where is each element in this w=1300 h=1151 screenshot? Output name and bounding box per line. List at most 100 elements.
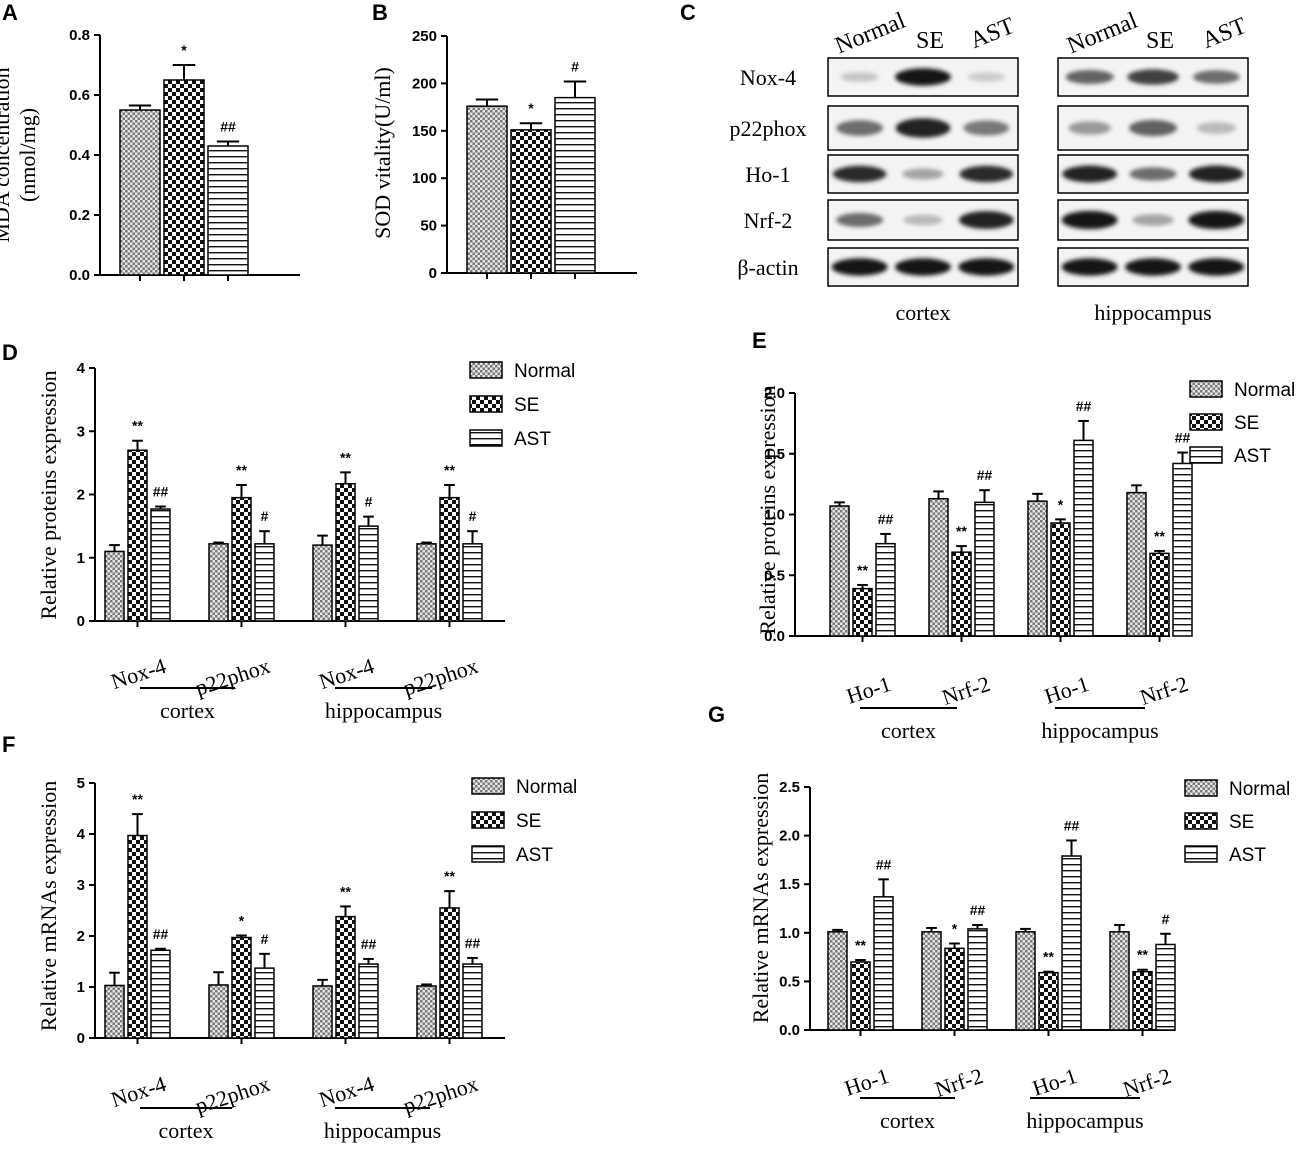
bar-ast (254, 967, 275, 1039)
bar-normal (928, 497, 949, 637)
legend-label: AST (516, 845, 553, 866)
bar-ast (207, 145, 249, 276)
bar-ast (462, 543, 483, 622)
legend-swatch-normal (469, 361, 503, 379)
legend-swatch-normal (471, 777, 505, 795)
blot-column-header: SE (916, 28, 944, 54)
significance-label: * (952, 920, 958, 936)
y-axis-label: Relative mRNAs expression (748, 773, 773, 1024)
bar-normal (829, 505, 850, 637)
y-tick-label: 0 (429, 265, 437, 282)
bar-ast (150, 508, 171, 622)
significance-label: ## (970, 902, 986, 918)
bar-normal (119, 109, 161, 276)
blot-band (1129, 167, 1177, 181)
significance-label: * (239, 912, 245, 928)
bar-ast (974, 501, 995, 637)
bar-ast (1172, 462, 1193, 637)
significance-label: ## (876, 856, 892, 872)
region-label: cortex (881, 718, 936, 743)
blot-band (1128, 119, 1178, 137)
y-tick-label: 1.5 (764, 446, 785, 463)
significance-label: ** (236, 462, 247, 478)
y-tick-label: 100 (412, 170, 437, 187)
significance-label: ** (1137, 947, 1148, 963)
y-tick-label: 150 (412, 123, 437, 140)
y-tick-label: 0.8 (69, 27, 90, 44)
y-tick-label: 2 (77, 928, 85, 945)
legend-swatch-se (469, 395, 503, 413)
bar-se (127, 834, 148, 1039)
blot-band (967, 72, 1006, 82)
y-tick-label: 3 (77, 423, 85, 440)
legend-label: Normal (516, 777, 577, 798)
bar-se (231, 496, 252, 622)
category-label: p22phox (192, 653, 273, 701)
blot-row-label: Nrf-2 (744, 208, 793, 233)
blot-band (959, 165, 1014, 183)
bar-normal (416, 543, 437, 622)
significance-label: # (365, 494, 373, 510)
blot-band (831, 258, 888, 276)
panel-letter: F (2, 732, 15, 757)
blot-column-header: Normal (832, 8, 910, 60)
bar-normal (416, 985, 437, 1039)
blot-band (840, 72, 879, 82)
significance-label: * (528, 100, 534, 116)
region-label: hippocampus (1026, 1108, 1143, 1133)
y-tick-label: 0.5 (764, 567, 785, 584)
y-tick-label: 0.4 (69, 147, 91, 164)
blot-band (1196, 122, 1236, 134)
category-label: Nox-4 (108, 1071, 169, 1112)
significance-label: ** (956, 523, 967, 539)
category-label: Ho-1 (841, 1063, 892, 1101)
bar-se (127, 449, 148, 622)
significance-label: ** (1043, 949, 1054, 965)
blot-band (895, 68, 951, 86)
y-tick-label: 1.0 (779, 925, 800, 942)
significance-label: ** (340, 449, 351, 465)
significance-label: # (261, 508, 269, 524)
bar-se (850, 961, 871, 1031)
y-tick-label: 2.5 (779, 779, 800, 796)
bar-normal (208, 543, 229, 622)
bar-normal (1015, 931, 1036, 1031)
bar-se (335, 915, 356, 1039)
blot-column-header: AST (966, 13, 1018, 54)
panel-letter: A (2, 0, 18, 25)
y-axis-label: MDA concentration (0, 67, 14, 242)
significance-label: ** (444, 868, 455, 884)
bar-se (510, 129, 552, 274)
bar-ast (254, 543, 275, 622)
blot-band (1127, 69, 1179, 85)
y-tick-label: 5 (77, 775, 85, 792)
y-tick-label: 4 (77, 360, 86, 377)
blot-column-header: Normal (1064, 8, 1142, 60)
region-label: cortex (159, 1118, 214, 1143)
bar-normal (827, 931, 848, 1031)
bar-ast (150, 949, 171, 1039)
bar-normal (921, 931, 942, 1031)
panel-F: F 0 1 2 3 4 5 Relative mRNAs expression ** ## * # **… (2, 732, 577, 1143)
significance-label: ## (465, 935, 481, 951)
category-label: Ho-1 (1041, 671, 1092, 709)
blot-row-label: β-actin (737, 255, 798, 280)
category-label: Nrf-2 (1137, 671, 1191, 710)
legend-label: SE (514, 395, 539, 416)
y-tick-label: 4 (77, 826, 86, 843)
y-axis-label: Relative proteins expression (36, 370, 61, 619)
y-tick-label: 250 (412, 28, 437, 45)
significance-label: ** (1154, 528, 1165, 544)
y-tick-label: 0.2 (69, 207, 90, 224)
bar-se (951, 551, 972, 637)
blot-column-header: AST (1198, 13, 1250, 54)
y-tick-label: 2.0 (764, 385, 785, 402)
blot-band (1132, 214, 1174, 226)
significance-label: ## (220, 119, 236, 135)
bar-normal (312, 985, 333, 1039)
panel-letter: G (708, 702, 725, 727)
bar-normal (1027, 500, 1048, 637)
legend-swatch-normal (1189, 380, 1223, 398)
category-label: Ho-1 (1029, 1063, 1080, 1101)
